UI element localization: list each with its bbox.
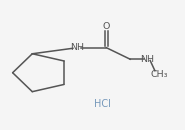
Text: NH: NH — [70, 43, 84, 52]
Text: CH₃: CH₃ — [150, 70, 168, 79]
Text: HCl: HCl — [94, 99, 111, 109]
Text: NH: NH — [141, 55, 155, 64]
Text: O: O — [103, 22, 110, 31]
